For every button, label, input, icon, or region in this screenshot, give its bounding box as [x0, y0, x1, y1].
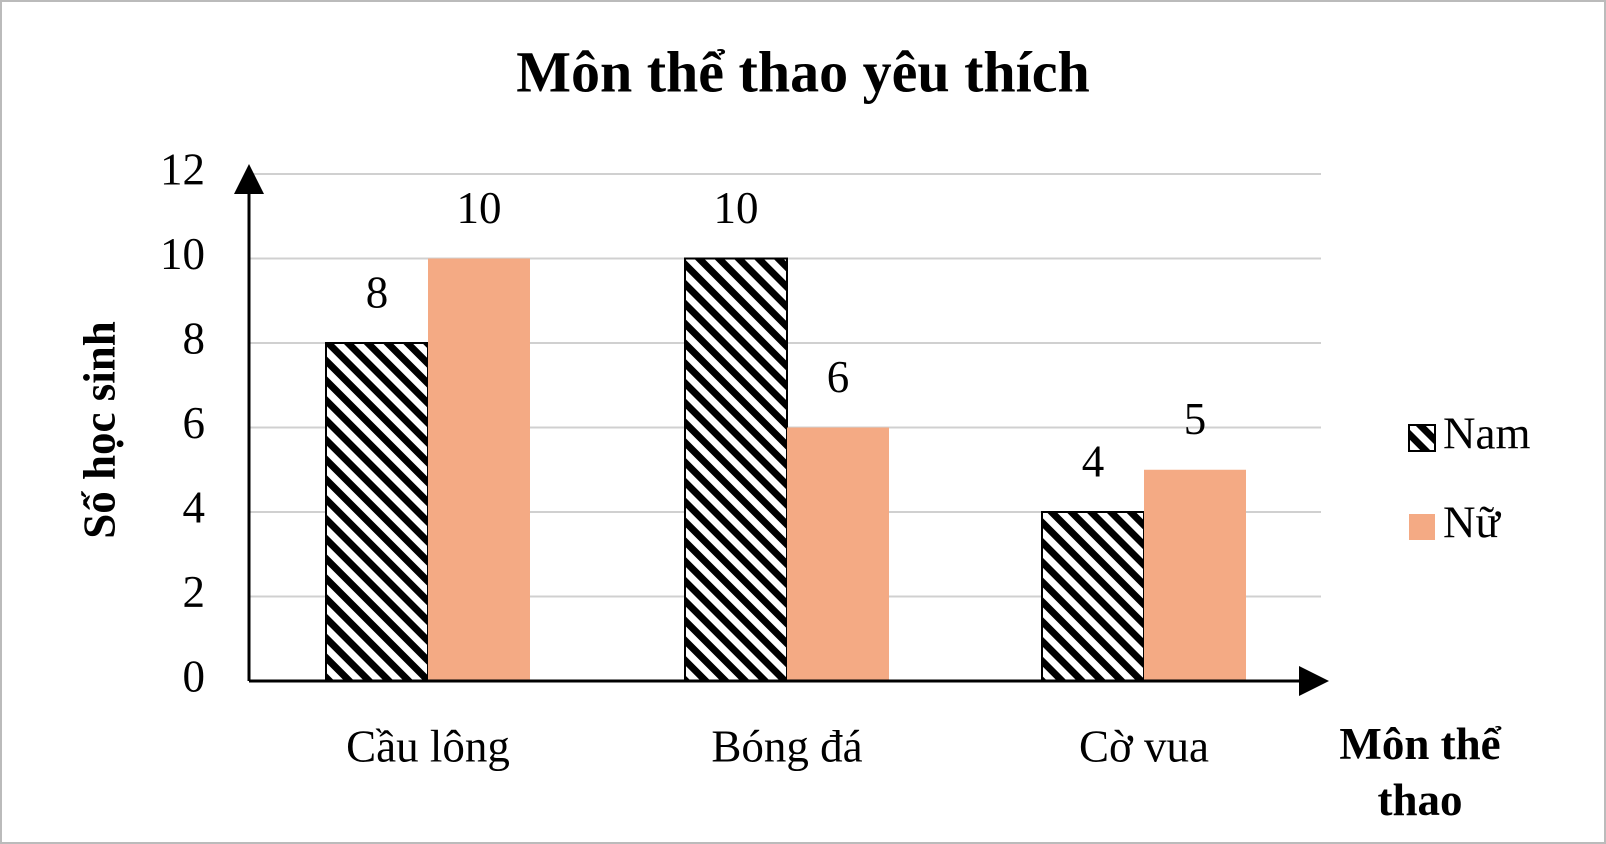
bar — [1041, 511, 1145, 682]
value-label: 10 — [457, 183, 502, 233]
y-axis-label: Số học sinh — [74, 321, 124, 539]
value-label: 6 — [827, 352, 850, 402]
y-tick-label: 0 — [183, 651, 206, 701]
value-label: 8 — [366, 267, 389, 317]
bar — [428, 258, 530, 681]
legend-swatch — [1409, 514, 1435, 540]
x-tick-label: Cầu lông — [346, 721, 510, 771]
y-tick-label: 12 — [160, 144, 205, 194]
x-axis-label: Môn thể thao — [1339, 719, 1501, 825]
legend-label: Nữ — [1443, 497, 1501, 547]
chart-title: Môn thể thao yêu thích — [516, 39, 1090, 104]
value-label: 5 — [1184, 394, 1207, 444]
value-label: 4 — [1082, 436, 1105, 486]
bar — [1144, 469, 1246, 681]
y-tick-label: 8 — [183, 313, 206, 363]
legend-label: Nam — [1443, 408, 1530, 458]
bar — [325, 342, 429, 682]
y-tick-label: 10 — [160, 229, 205, 279]
x-tick-label: Bóng đá — [711, 721, 862, 771]
y-tick-label: 2 — [183, 567, 206, 617]
bar — [684, 257, 788, 682]
value-label: 10 — [714, 183, 759, 233]
y-tick-label: 4 — [183, 482, 206, 532]
y-tick-label: 6 — [183, 398, 206, 448]
legend-swatch — [1408, 424, 1436, 452]
x-tick-label: Cờ vua — [1079, 721, 1209, 771]
bar — [787, 427, 889, 681]
